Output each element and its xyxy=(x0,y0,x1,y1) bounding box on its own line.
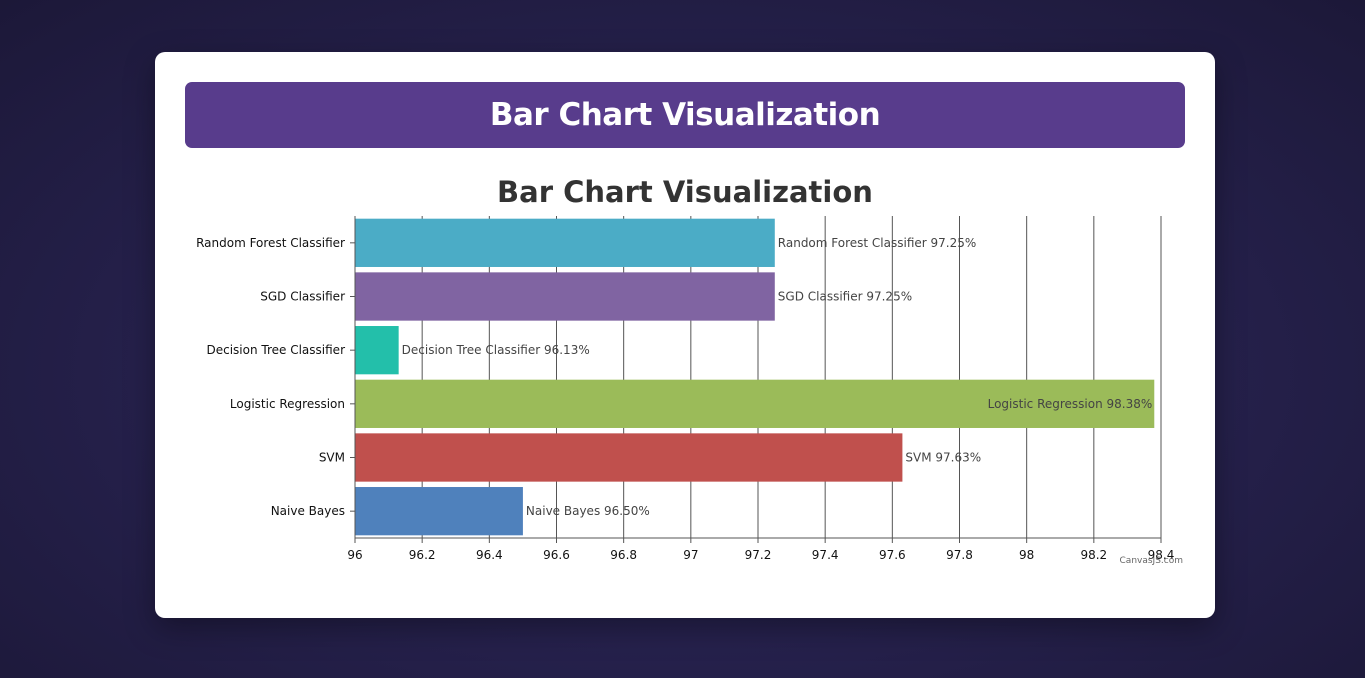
data-label: Decision Tree Classifier 96.13% xyxy=(402,343,590,357)
x-tick-label: 98.2 xyxy=(1080,548,1107,562)
x-tick-label: 98.4 xyxy=(1148,548,1175,562)
x-tick-label: 97.8 xyxy=(946,548,973,562)
bar[interactable] xyxy=(355,487,523,536)
bar[interactable] xyxy=(355,326,399,375)
data-label: SGD Classifier 97.25% xyxy=(778,290,912,304)
x-tick-label: 97 xyxy=(683,548,698,562)
axes: 96 96.2 96.4 96.6 96.8 97 97.2 97.4 97.6 97.8 98 98… xyxy=(196,216,1174,562)
bar[interactable] xyxy=(355,433,903,482)
category-label: Decision Tree Classifier xyxy=(207,343,346,357)
data-label: Random Forest Classifier 97.25% xyxy=(778,236,977,250)
category-label: SVM xyxy=(319,451,345,465)
category-label: Logistic Regression xyxy=(230,397,345,411)
x-tick-label: 97.6 xyxy=(879,548,906,562)
x-tick-label: 97.2 xyxy=(745,548,772,562)
data-label: SVM 97.63% xyxy=(905,451,981,465)
x-tick-label: 96.6 xyxy=(543,548,570,562)
bars: Random Forest Classifier 97.25% SGD Class… xyxy=(355,218,1155,536)
x-tick-label: 96 xyxy=(347,548,362,562)
category-label: Naive Bayes xyxy=(271,504,345,518)
x-tick-label: 96.8 xyxy=(610,548,637,562)
x-tick-label: 96.4 xyxy=(476,548,503,562)
x-tick-label: 98 xyxy=(1019,548,1034,562)
grid-lines xyxy=(354,216,1162,538)
category-label: Random Forest Classifier xyxy=(196,236,345,250)
chart-card: Bar Chart Visualization Bar Chart Visual… xyxy=(155,52,1215,618)
bar-chart: Bar Chart Visualization Random Forest Cl… xyxy=(196,175,1183,566)
x-tick-label: 97.4 xyxy=(812,548,839,562)
header-banner: Bar Chart Visualization xyxy=(185,82,1185,148)
bar[interactable] xyxy=(355,218,775,267)
bar[interactable] xyxy=(355,272,775,321)
category-label: SGD Classifier xyxy=(260,290,345,304)
data-label: Naive Bayes 96.50% xyxy=(526,504,650,518)
data-label: Logistic Regression 98.38% xyxy=(988,397,1153,411)
chart-credit[interactable]: CanvasJS.com xyxy=(1120,556,1183,566)
x-tick-label: 96.2 xyxy=(409,548,436,562)
bar[interactable] xyxy=(355,379,1155,428)
chart-title: Bar Chart Visualization xyxy=(497,175,873,209)
page-heading: Bar Chart Visualization xyxy=(489,97,881,133)
